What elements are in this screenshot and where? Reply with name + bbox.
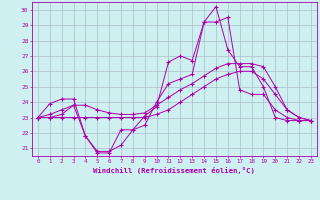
X-axis label: Windchill (Refroidissement éolien,°C): Windchill (Refroidissement éolien,°C)	[93, 167, 255, 174]
